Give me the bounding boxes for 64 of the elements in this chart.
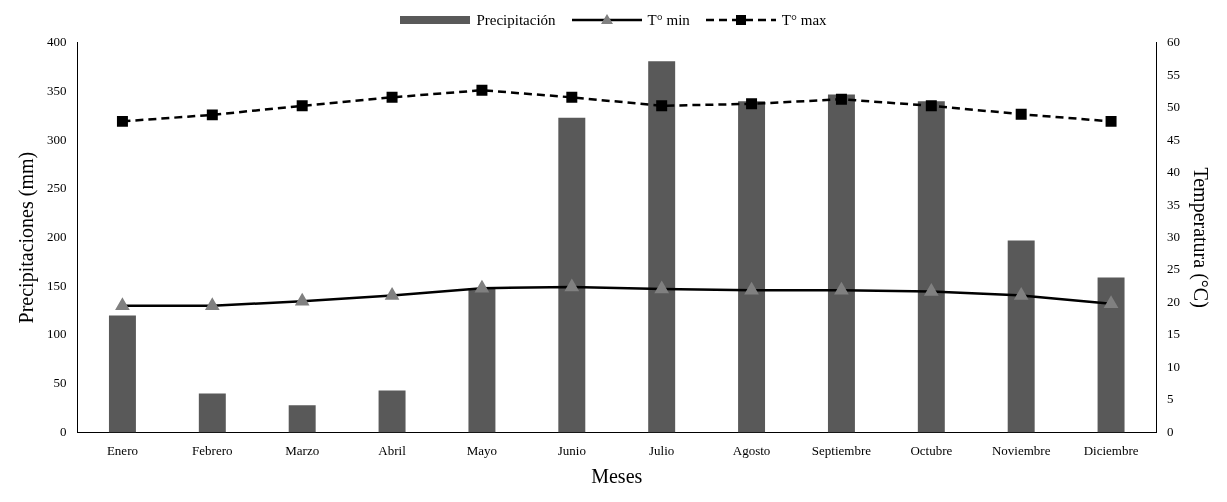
y-tick-label: 150 — [47, 277, 67, 293]
x-tick-label: Febrero — [192, 442, 233, 458]
y2-tick-label: 0 — [1167, 423, 1174, 439]
x-tick-label: Agosto — [732, 442, 771, 458]
bar — [917, 101, 945, 433]
bar — [1097, 277, 1125, 433]
x-tick-label: Mayo — [466, 442, 498, 458]
y2-tick-label: 40 — [1167, 164, 1180, 180]
point — [656, 100, 668, 112]
legend-label: T° max — [781, 11, 827, 29]
x-tick-label: Junio — [557, 442, 586, 458]
point — [925, 100, 937, 112]
bar — [468, 288, 496, 433]
bar — [108, 315, 136, 433]
y2-tick-label: 50 — [1167, 99, 1180, 115]
bar — [1007, 240, 1035, 433]
y-tick-label: 400 — [47, 34, 67, 50]
bar — [558, 117, 586, 433]
point — [835, 93, 847, 105]
legend-label: T° min — [647, 11, 690, 29]
y2-tick-label: 15 — [1167, 326, 1180, 342]
bar — [827, 94, 855, 433]
point — [476, 84, 488, 96]
y2-tick-label: 45 — [1167, 131, 1180, 147]
point — [116, 115, 128, 127]
y2-axis-title: Temperatura (°C) — [1188, 167, 1212, 308]
y2-tick-label: 55 — [1167, 66, 1180, 82]
bar — [648, 61, 676, 433]
y2-tick-label: 10 — [1167, 358, 1180, 374]
x-tick-label: Diciembre — [1083, 442, 1139, 458]
y2-tick-label: 20 — [1167, 293, 1180, 309]
bar — [288, 405, 316, 433]
x-tick-label: Marzo — [285, 442, 320, 458]
bar — [198, 393, 226, 433]
x-tick-label: Abril — [378, 442, 407, 458]
point — [1105, 115, 1117, 127]
y2-tick-label: 5 — [1167, 391, 1174, 407]
point — [566, 91, 578, 103]
bar — [738, 101, 766, 433]
x-tick-label: Septiembre — [811, 442, 872, 458]
y2-tick-label: 60 — [1167, 34, 1180, 50]
point — [296, 100, 308, 112]
point — [386, 91, 398, 103]
x-tick-label: Enero — [106, 442, 138, 458]
y-tick-label: 200 — [47, 229, 67, 245]
legend-label: Precipitación — [476, 11, 556, 29]
x-tick-label: Octubre — [910, 442, 953, 458]
y2-tick-label: 25 — [1167, 261, 1180, 277]
x-axis-title: Meses — [591, 465, 643, 488]
point — [206, 109, 218, 121]
y-tick-label: 0 — [60, 423, 67, 439]
y-tick-label: 350 — [47, 82, 67, 98]
y-tick-label: 300 — [47, 131, 67, 147]
y2-tick-label: 35 — [1167, 196, 1180, 212]
y-tick-label: 250 — [47, 180, 67, 196]
point — [1015, 108, 1027, 120]
x-tick-label: Noviembre — [991, 442, 1051, 458]
y-tick-label: 100 — [47, 326, 67, 342]
point — [746, 98, 758, 110]
y2-tick-label: 30 — [1167, 229, 1180, 245]
y-tick-label: 50 — [53, 375, 67, 391]
bar — [378, 390, 406, 433]
y-axis-title: Precipitaciones (mm) — [15, 151, 39, 324]
x-tick-label: Julio — [649, 442, 675, 458]
